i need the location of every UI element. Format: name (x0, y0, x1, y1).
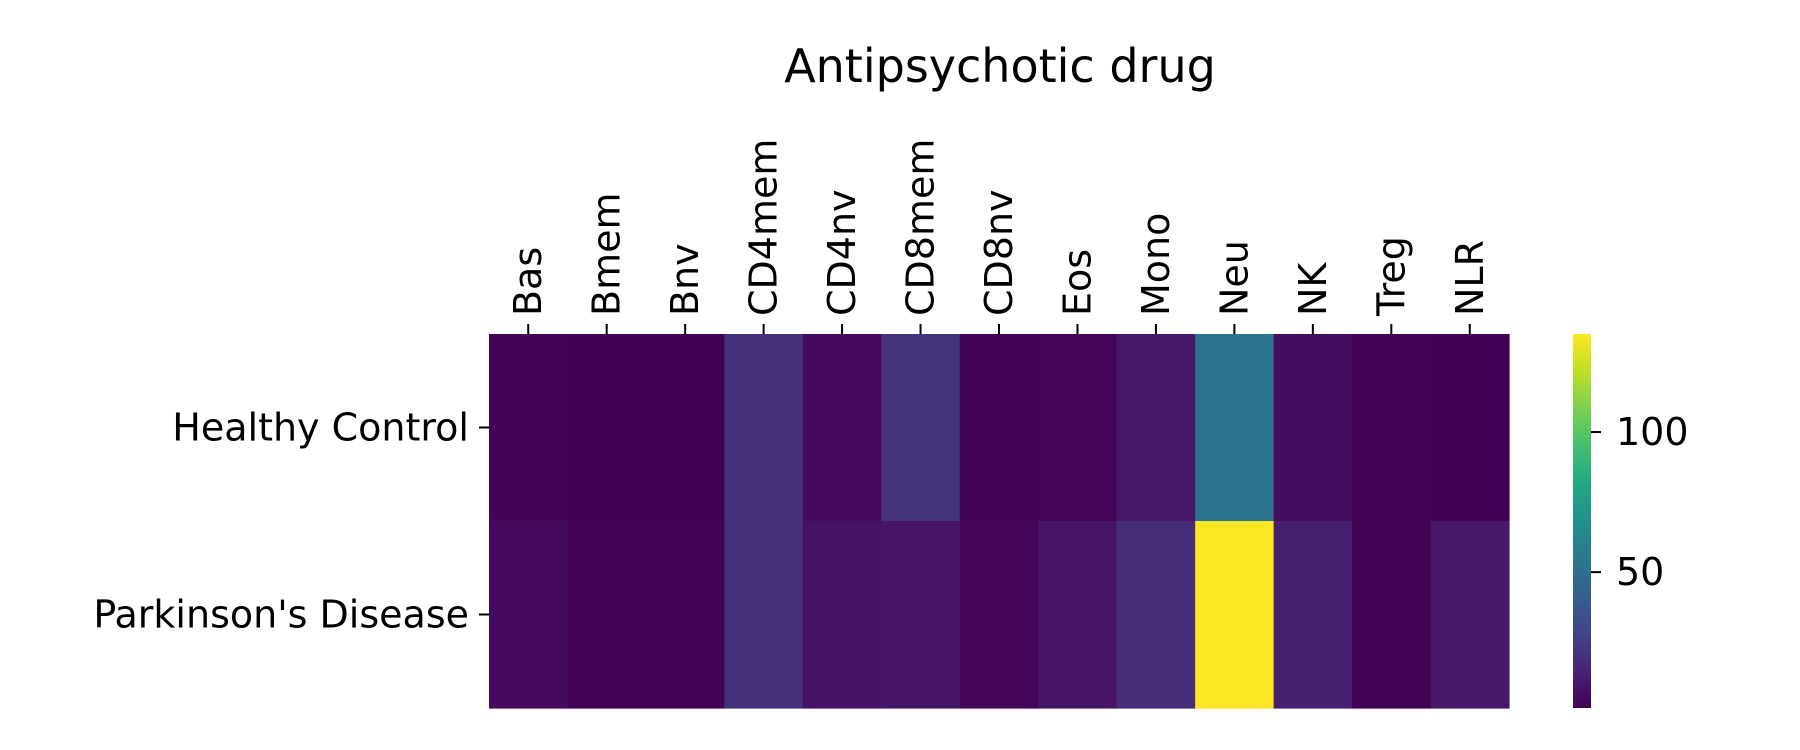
colorbar-gradient (1573, 334, 1591, 708)
x-tick-label: Bas (506, 247, 550, 316)
heatmap-cell (1273, 334, 1353, 522)
heatmap-cell (1038, 334, 1118, 522)
x-tick-label: Mono (1134, 213, 1178, 316)
heatmap-cell (802, 521, 882, 709)
x-axis: Bas Bmem Bnv CD4mem CD4nv CD8mem CD8nv Eos Mono N… (506, 139, 1492, 334)
heatmap-cell (1352, 334, 1432, 522)
x-tick-label: CD8nv (977, 189, 1021, 316)
heatmap-cell (724, 334, 804, 522)
heatmap-cell (645, 334, 725, 522)
y-tick-label: Healthy Control (172, 406, 469, 450)
heatmap-cell (567, 334, 647, 522)
x-tick-label: Neu (1212, 240, 1256, 316)
heatmap-cells (489, 334, 1510, 709)
colorbar: 50 100 (1573, 334, 1689, 708)
heatmap-cell (567, 521, 647, 709)
heatmap-cell (802, 334, 882, 522)
x-tick-label: NLR (1448, 240, 1492, 316)
x-tick-label: CD8mem (899, 139, 943, 316)
y-tick-label: Parkinson's Disease (93, 593, 469, 637)
y-axis: Healthy Control Parkinson's Disease (93, 406, 489, 637)
heatmap-cell (1430, 521, 1510, 709)
heatmap-cell (1430, 334, 1510, 522)
x-tick-label: CD4nv (820, 189, 864, 316)
x-tick-label: Treg (1369, 236, 1413, 317)
heatmap-cell (1273, 521, 1353, 709)
x-tick-label: NK (1291, 262, 1335, 316)
colorbar-tick-label: 100 (1616, 410, 1689, 454)
x-tick-label: CD4mem (742, 139, 786, 316)
heatmap-cell (881, 521, 961, 709)
heatmap-cell (959, 521, 1039, 709)
heatmap-cell (1116, 334, 1196, 522)
heatmap-cell (489, 334, 569, 522)
heatmap-cell (881, 334, 961, 522)
heatmap-cell (959, 334, 1039, 522)
heatmap-cell (1195, 334, 1275, 522)
colorbar-tick-label: 50 (1616, 550, 1664, 594)
heatmap-cell (1116, 521, 1196, 709)
heatmap-cell (724, 521, 804, 709)
x-tick-label: Bmem (585, 193, 629, 316)
x-tick-label: Eos (1055, 249, 1099, 316)
chart-title: Antipsychotic drug (784, 39, 1216, 93)
heatmap-cell (645, 521, 725, 709)
heatmap-cell (489, 521, 569, 709)
heatmap-cell (1352, 521, 1432, 709)
x-tick-label: Bnv (663, 243, 707, 316)
heatmap-cell (1038, 521, 1118, 709)
heatmap-cell (1195, 521, 1275, 709)
